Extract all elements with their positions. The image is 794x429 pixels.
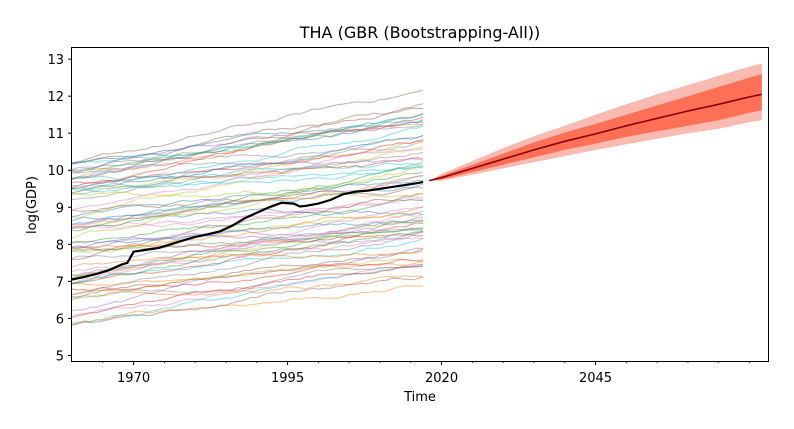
background-series-line — [71, 120, 424, 165]
background-series-line — [71, 247, 424, 312]
y-tick-label: 13 — [47, 53, 64, 68]
background-series-line — [71, 232, 424, 251]
background-series-line — [71, 258, 424, 299]
forecast-inner-band — [429, 73, 762, 181]
background-series-line — [71, 139, 424, 189]
chart-title: THA (GBR (Bootstrapping-All)) — [299, 23, 541, 42]
background-series-line — [71, 210, 424, 277]
background-series-line — [71, 166, 424, 195]
x-tick-label: 1995 — [271, 371, 304, 386]
background-series-line — [71, 120, 424, 180]
background-series-line — [71, 186, 424, 212]
background-series-line — [71, 199, 424, 243]
plot-frame — [71, 47, 769, 362]
background-series-line — [71, 206, 424, 284]
y-tick-label: 7 — [56, 275, 64, 290]
y-axis: 5 6 7 8 9 10 11 12 13 — [47, 53, 72, 364]
x-axis-label: Time — [403, 390, 436, 405]
background-series-line — [71, 274, 424, 296]
background-series-line — [71, 216, 424, 279]
background-series-line — [71, 265, 424, 319]
y-axis-label: log(GDP) — [25, 176, 40, 234]
background-series-line — [71, 107, 424, 165]
forecast-median-line — [429, 93, 762, 182]
background-series-line — [71, 228, 424, 250]
background-series-line — [71, 197, 424, 230]
background-series-line — [71, 237, 424, 272]
background-series-line — [71, 260, 424, 287]
background-series-line — [71, 227, 424, 252]
background-series-line — [71, 237, 424, 284]
background-series-line — [71, 276, 424, 326]
background-series-line — [71, 207, 424, 225]
background-series-line — [71, 125, 424, 187]
background-series-line — [71, 146, 424, 219]
background-series-line — [71, 152, 424, 194]
background-series-line — [71, 140, 424, 194]
background-series-line — [72, 192, 424, 260]
background-series-line — [71, 228, 424, 277]
background-series-line — [71, 263, 424, 325]
background-series-line — [71, 158, 424, 174]
background-series-line — [71, 89, 424, 165]
background-series-line — [71, 135, 424, 190]
background-series-line — [71, 179, 424, 218]
y-tick-label: 11 — [47, 127, 64, 142]
x-tick-label: 2045 — [579, 371, 612, 386]
background-series-line — [71, 265, 424, 301]
background-series-line — [71, 190, 424, 198]
background-series-line — [71, 148, 424, 211]
background-series-line — [71, 230, 424, 244]
background-series-line — [71, 156, 424, 184]
background-series-line — [71, 134, 424, 201]
x-tick-label: 1970 — [117, 371, 150, 386]
background-series-line — [71, 171, 424, 228]
x-tick-label: 2020 — [425, 371, 458, 386]
background-series-line — [71, 263, 424, 317]
x-axis: 1970 1995 2020 2045 — [102, 361, 750, 386]
y-tick-label: 9 — [56, 201, 64, 216]
background-series-line — [71, 175, 424, 230]
y-tick-label: 12 — [47, 90, 64, 105]
background-series-line — [71, 165, 424, 239]
background-series-line — [71, 165, 424, 191]
background-series-line — [71, 213, 424, 254]
background-series-line — [71, 161, 424, 232]
background-series-line — [71, 219, 424, 279]
background-series-line — [71, 231, 424, 285]
background-series-line — [71, 220, 424, 249]
plot-area — [71, 63, 762, 326]
y-tick-label: 6 — [56, 312, 64, 327]
background-series-line — [71, 248, 424, 298]
background-series-line — [71, 103, 424, 181]
background-series-line — [71, 124, 424, 171]
y-tick-label: 8 — [56, 238, 64, 253]
highlight-series-line — [71, 181, 424, 281]
background-series-line — [71, 259, 424, 292]
background-series-line — [71, 250, 424, 268]
background-series-line — [71, 113, 424, 173]
background-series-line — [71, 222, 424, 285]
background-series-line — [71, 118, 424, 171]
background-series-line — [71, 162, 424, 181]
background-series-line — [71, 231, 424, 296]
y-tick-label: 5 — [56, 349, 64, 364]
background-series-line — [71, 116, 424, 188]
y-tick-label: 10 — [47, 164, 64, 179]
background-series-line — [71, 285, 424, 324]
background-series-line — [71, 113, 424, 164]
background-series-line — [71, 206, 424, 251]
background-series-line — [71, 123, 424, 179]
background-series-line — [71, 140, 424, 173]
